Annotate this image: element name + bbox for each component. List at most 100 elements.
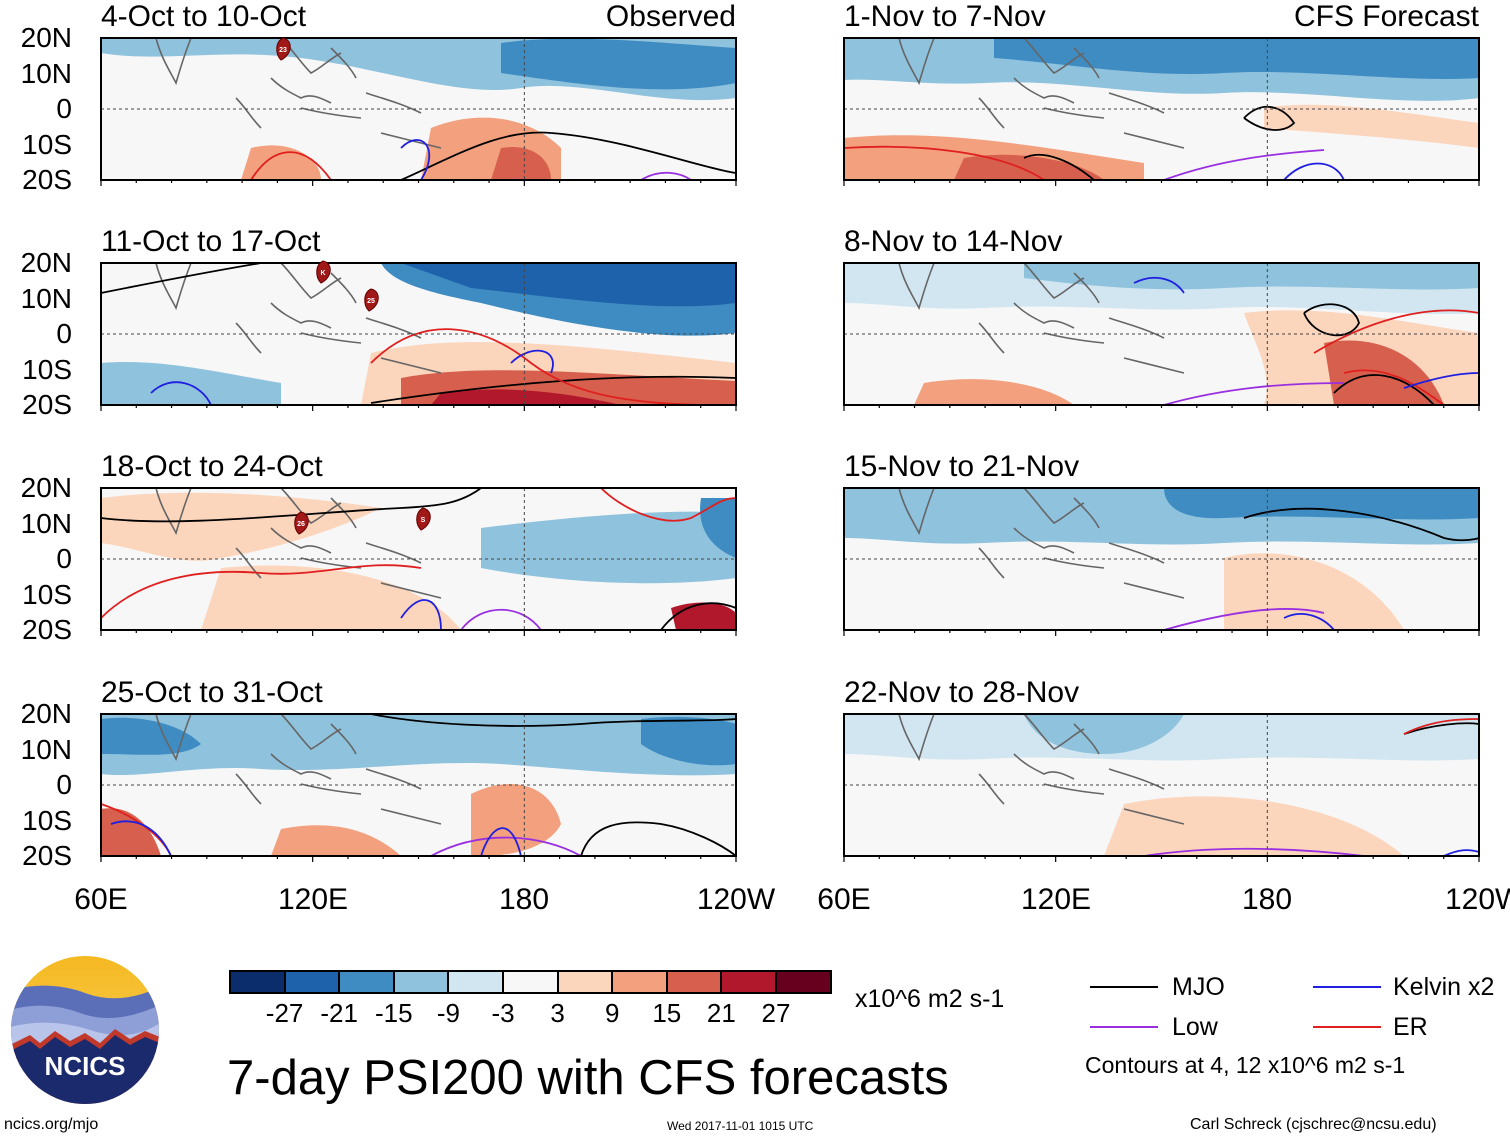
- coastline: [1013, 302, 1075, 329]
- map-frame: [843, 487, 1480, 631]
- map-panel-6: 15-Nov to 21-Nov: [843, 450, 1480, 636]
- coastline: [330, 723, 357, 755]
- coastline: [280, 487, 342, 524]
- anomaly-shading: [101, 714, 736, 776]
- storm-marker-label: 25: [367, 298, 375, 305]
- filtered-contour: [1163, 608, 1325, 631]
- lat-label: 10S: [22, 128, 72, 160]
- colorbar-swatch: [611, 970, 668, 994]
- filtered-contour: [100, 487, 482, 523]
- colorbar-units: x10^6 m2 s-1: [855, 985, 1005, 1013]
- colorbar-label: 27: [761, 998, 791, 1028]
- filtered-contour: [110, 820, 172, 857]
- coastline: [1123, 808, 1185, 825]
- map-frame: [100, 262, 737, 406]
- lat-label: 10S: [22, 578, 72, 610]
- filtered-contour: [460, 609, 542, 631]
- coastline: [270, 527, 332, 554]
- legend-label-er: ER: [1393, 1013, 1428, 1041]
- anomaly-shading: [671, 602, 736, 630]
- filtered-contour: [1403, 372, 1480, 389]
- filtered-contour: [1133, 276, 1185, 294]
- anomaly-shading: [1024, 263, 1479, 290]
- coastline: [155, 37, 192, 86]
- lon-label-60e-left: 60E: [74, 883, 128, 916]
- legend-line-low: [1090, 1026, 1158, 1028]
- coastline: [330, 47, 357, 79]
- anomaly-shading: [491, 147, 551, 180]
- coastline: [155, 262, 192, 311]
- anomaly-shading: [101, 492, 381, 561]
- panel-title: 22-Nov to 28-Nov: [844, 676, 1080, 709]
- coastline: [898, 37, 935, 86]
- psi200-map: K 25: [100, 260, 737, 411]
- anomaly-shading: [1104, 796, 1404, 856]
- storm-marker-label: K: [320, 270, 325, 277]
- coastline: [1073, 723, 1100, 755]
- lon-label-120w-left: 120W: [696, 883, 776, 916]
- coastline: [380, 808, 442, 825]
- anomaly-shading: [1224, 553, 1404, 630]
- coastline: [1073, 272, 1100, 304]
- coastline: [1108, 92, 1165, 114]
- coastline: [365, 92, 422, 114]
- anomaly-shading: [1024, 714, 1184, 754]
- coastline: [1123, 582, 1185, 599]
- coastline: [365, 542, 422, 564]
- coastline: [280, 262, 342, 299]
- storm-marker: 26: [294, 511, 309, 535]
- footer-url[interactable]: ncics.org/mjo: [4, 1116, 99, 1133]
- coastline: [235, 97, 262, 129]
- storm-marker: 23: [276, 37, 291, 61]
- lat-label: 0: [56, 93, 72, 124]
- anomaly-shading: [1164, 488, 1479, 520]
- panel-title: 25-Oct to 31-Oct: [101, 676, 323, 709]
- filtered-contour: [480, 827, 522, 857]
- coastline: [280, 713, 342, 750]
- coastline: [380, 582, 442, 599]
- lat-label: 10N: [20, 507, 72, 539]
- panel-title: 11-Oct to 17-Oct: [101, 225, 321, 258]
- colorbar-label: -21: [320, 998, 358, 1028]
- filtered-contour: [1443, 849, 1480, 857]
- storm-marker: 25: [364, 288, 379, 312]
- filtered-contour: [150, 381, 212, 406]
- psi200-map: 26 S: [100, 487, 737, 636]
- storm-marker: K: [316, 260, 331, 284]
- map-panel-4: 1-Nov to 7-Nov CFS Forecast: [843, 0, 1480, 186]
- panel-tag: CFS Forecast: [1293, 0, 1479, 33]
- anomaly-shading: [954, 154, 1104, 180]
- colorbar-label: 9: [604, 998, 620, 1028]
- lat-label: 20S: [22, 840, 72, 871]
- lat-label: 10N: [20, 282, 72, 314]
- map-frame: [100, 37, 737, 181]
- coastline: [978, 773, 1005, 805]
- storm-marker-icon: [294, 511, 309, 535]
- coastline: [1023, 487, 1085, 524]
- psi200-map: [100, 713, 737, 862]
- colorbar-label: -9: [436, 998, 460, 1028]
- coastline: [1013, 753, 1075, 780]
- map-panel-2: 18-Oct to 24-Oct 26 S: [100, 450, 737, 636]
- filtered-contour: [843, 145, 1045, 181]
- coastline: [898, 262, 935, 311]
- anomaly-shading: [401, 263, 736, 307]
- coastline: [380, 357, 442, 374]
- coastline: [1023, 262, 1085, 299]
- panel-title: 15-Nov to 21-Nov: [844, 450, 1080, 483]
- filtered-contour: [100, 262, 262, 294]
- colorbar-swatch: [720, 970, 777, 994]
- anomaly-shading: [481, 511, 736, 584]
- coastline: [270, 753, 332, 780]
- coastline: [978, 97, 1005, 129]
- lat-label: 20N: [20, 472, 72, 503]
- filtered-contour: [1023, 153, 1095, 181]
- map-panel-3: 25-Oct to 31-Oct: [100, 676, 737, 862]
- panel-title: 18-Oct to 24-Oct: [101, 450, 323, 483]
- coastline: [898, 713, 935, 762]
- filtered-contour: [1313, 309, 1480, 354]
- panel-title: 1-Nov to 7-Nov: [844, 0, 1046, 33]
- lat-label: 10N: [20, 57, 72, 89]
- storm-marker-label: 26: [297, 521, 305, 528]
- anomaly-shading: [201, 565, 461, 630]
